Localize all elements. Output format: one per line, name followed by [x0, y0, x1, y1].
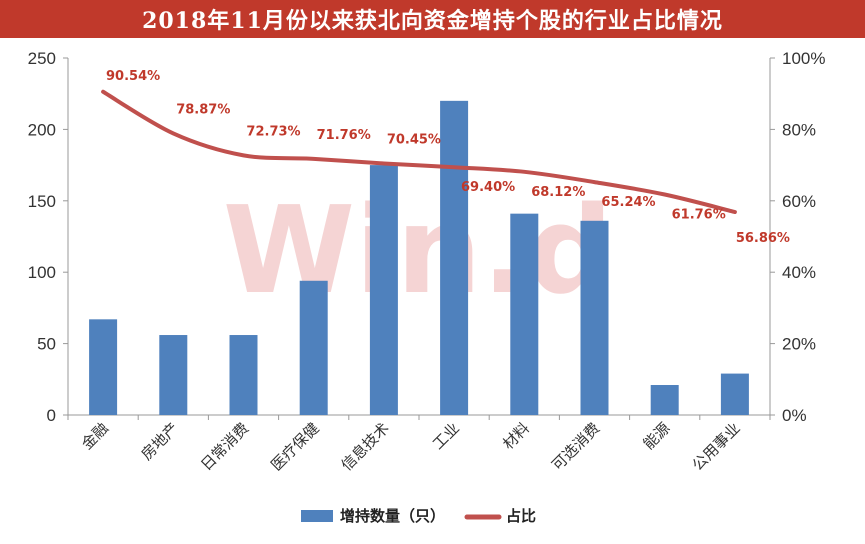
bar	[299, 280, 328, 415]
line-data-label: 90.54%	[106, 69, 160, 84]
y-left-tick-label: 150	[28, 192, 56, 211]
y-right-tick-label: 0%	[782, 406, 807, 425]
line-data-label: 65.24%	[601, 195, 655, 210]
x-tick-label: 可选消费	[548, 419, 603, 474]
y-left-tick-label: 0	[47, 406, 56, 425]
y-left-tick-label: 250	[28, 49, 56, 68]
bar	[650, 385, 679, 415]
share-line	[101, 89, 737, 215]
y-left-tick-label: 100	[28, 263, 56, 282]
y-right-tick-label: 100%	[782, 49, 825, 68]
legend-label-line: 占比	[506, 507, 536, 525]
legend-swatch-bars	[301, 510, 333, 522]
line-data-label: 56.86%	[736, 231, 790, 246]
x-tick-label: 公用事业	[689, 419, 744, 474]
line-data-label: 71.76%	[317, 128, 371, 143]
line-data-label: 68.12%	[531, 185, 585, 200]
line-data-label: 61.76%	[672, 208, 726, 223]
line-data-label: 78.87%	[176, 102, 230, 117]
x-tick-label: 金融	[78, 419, 112, 453]
x-tick-label: 信息技术	[338, 419, 393, 474]
y-left-tick-label: 200	[28, 120, 56, 139]
line-data-label: 72.73%	[246, 124, 300, 139]
y-right-tick-label: 60%	[782, 192, 816, 211]
x-tick-label: 房地产	[138, 419, 183, 464]
x-tick-label: 日常消费	[197, 419, 252, 474]
x-tick-label: 工业	[429, 419, 463, 453]
bar	[510, 213, 539, 415]
line-data-label: 70.45%	[387, 132, 441, 147]
bar	[580, 220, 609, 415]
bar	[720, 373, 749, 415]
line-data-label: 69.40%	[461, 180, 515, 195]
watermark: Win.d	[223, 182, 613, 321]
bar	[229, 335, 258, 415]
legend-label-bars: 增持数量（只）	[340, 507, 445, 525]
x-tick-label: 材料	[499, 419, 533, 453]
bar	[159, 335, 188, 415]
bar	[89, 319, 118, 415]
x-tick-label: 医疗保健	[267, 419, 322, 474]
bar	[369, 165, 398, 415]
x-tick-label: 能源	[640, 419, 674, 453]
y-right-tick-label: 20%	[782, 335, 816, 354]
y-right-tick-label: 40%	[782, 263, 816, 282]
y-right-tick-label: 80%	[782, 120, 816, 139]
bar	[440, 100, 469, 415]
chart-title: 2018年11月份以来获北向资金增持个股的行业占比情况	[0, 0, 865, 38]
y-left-tick-label: 50	[37, 335, 56, 354]
